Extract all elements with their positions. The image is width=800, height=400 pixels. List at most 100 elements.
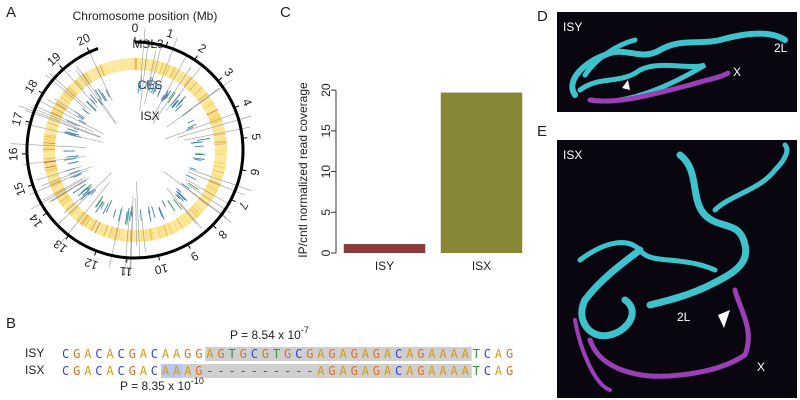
tick-mark <box>59 65 64 70</box>
track-stripe <box>151 228 155 241</box>
track-stripe <box>72 185 84 194</box>
tick-label: 12 <box>82 255 100 273</box>
track-stripe <box>79 214 88 225</box>
track-stripe <box>163 224 169 237</box>
track-stripe <box>151 206 156 218</box>
y-tick-label: 5 <box>319 209 333 216</box>
track-stripe <box>196 137 211 141</box>
track-spoke <box>166 188 197 225</box>
track-spoke <box>42 176 86 201</box>
track-stripe <box>47 174 60 179</box>
panel-label: C <box>280 4 291 21</box>
track-spoke <box>141 219 146 253</box>
track-stripe <box>157 226 162 239</box>
track-stripe <box>162 224 168 237</box>
track-stripe <box>108 226 113 239</box>
tick-label: 10 <box>153 261 169 278</box>
track-spoke <box>23 156 85 165</box>
tick-mark <box>230 198 236 203</box>
chromosome-shapes <box>569 30 788 104</box>
tick-mark <box>194 55 198 61</box>
track-stripe <box>177 191 188 201</box>
tick-mark <box>157 255 160 261</box>
track-stripe <box>74 79 84 90</box>
track-stripe <box>176 218 184 229</box>
row-name: ISX <box>25 363 44 377</box>
track-spoke <box>32 104 94 133</box>
track-stripe <box>151 80 156 93</box>
track-stripe <box>187 81 197 91</box>
micrograph-label: ISY <box>563 20 582 34</box>
track-stripe <box>100 202 105 210</box>
track-spoke <box>124 217 130 274</box>
track-spoke <box>182 87 220 115</box>
track-stripe <box>167 92 176 104</box>
track-stripe <box>208 114 221 120</box>
tick-mark <box>27 184 33 187</box>
track-stripe <box>188 82 198 92</box>
track-stripe <box>55 103 67 111</box>
panel-label: D <box>537 8 548 25</box>
track-stripe <box>154 83 159 93</box>
track-spoke <box>51 183 81 202</box>
track-stripe <box>76 211 85 222</box>
tick-label: 11 <box>119 264 133 279</box>
track-spoke <box>135 198 137 247</box>
track-stripe <box>120 228 123 241</box>
track-stripe <box>214 153 227 155</box>
panel-label: E <box>537 123 547 140</box>
track-stripe <box>148 228 152 241</box>
track-stripe <box>202 100 214 108</box>
track-stripe <box>55 190 67 198</box>
track-stripe <box>141 229 144 242</box>
track-stripe <box>51 111 63 118</box>
track-stripe <box>213 161 226 165</box>
track-spoke <box>157 37 178 89</box>
track-spoke <box>24 123 104 143</box>
track-stripe <box>190 206 200 216</box>
track-spoke <box>38 100 104 135</box>
track-stripe <box>43 143 56 146</box>
track-stripe <box>69 169 80 175</box>
track-stripe <box>190 84 200 94</box>
track-stripe <box>84 72 93 83</box>
track-stripe <box>163 93 169 100</box>
tick-mark <box>217 77 223 82</box>
track-stripe <box>59 96 71 104</box>
track-stripe <box>144 229 147 242</box>
track-spoke <box>188 189 227 218</box>
track-stripe <box>172 220 179 232</box>
track-stripe <box>97 98 103 106</box>
track-stripe <box>213 165 226 169</box>
track-stripe <box>208 112 220 119</box>
track-stripe <box>193 86 203 96</box>
track-stripe <box>70 207 80 217</box>
track-stripe <box>213 133 226 137</box>
track-stripe <box>202 191 214 199</box>
track-stripe <box>112 209 117 218</box>
tick-label: 4 <box>239 97 255 109</box>
track-spoke <box>129 196 134 274</box>
y-tick-label: 20 <box>319 83 333 97</box>
track-stripe <box>171 103 177 109</box>
track-stripe <box>189 208 199 218</box>
track-stripe <box>161 200 166 207</box>
track-stripe <box>214 141 227 144</box>
arrowhead <box>622 80 630 90</box>
track-stripe <box>52 108 64 115</box>
track-stripe <box>175 193 181 200</box>
track-stripe <box>212 169 225 174</box>
track-stripe <box>191 206 201 216</box>
track-stripe <box>162 90 169 102</box>
track-stripe <box>198 93 209 102</box>
track-stripe <box>213 165 226 169</box>
track-stripe <box>43 157 56 160</box>
track-stripe <box>159 225 165 238</box>
track-stripe <box>87 188 95 195</box>
track-spoke <box>140 28 146 82</box>
track-stripe <box>140 229 142 242</box>
track-stripe <box>164 64 171 77</box>
track-stripe <box>139 58 142 71</box>
track-stripe <box>189 167 196 171</box>
track-stripe <box>158 206 165 220</box>
